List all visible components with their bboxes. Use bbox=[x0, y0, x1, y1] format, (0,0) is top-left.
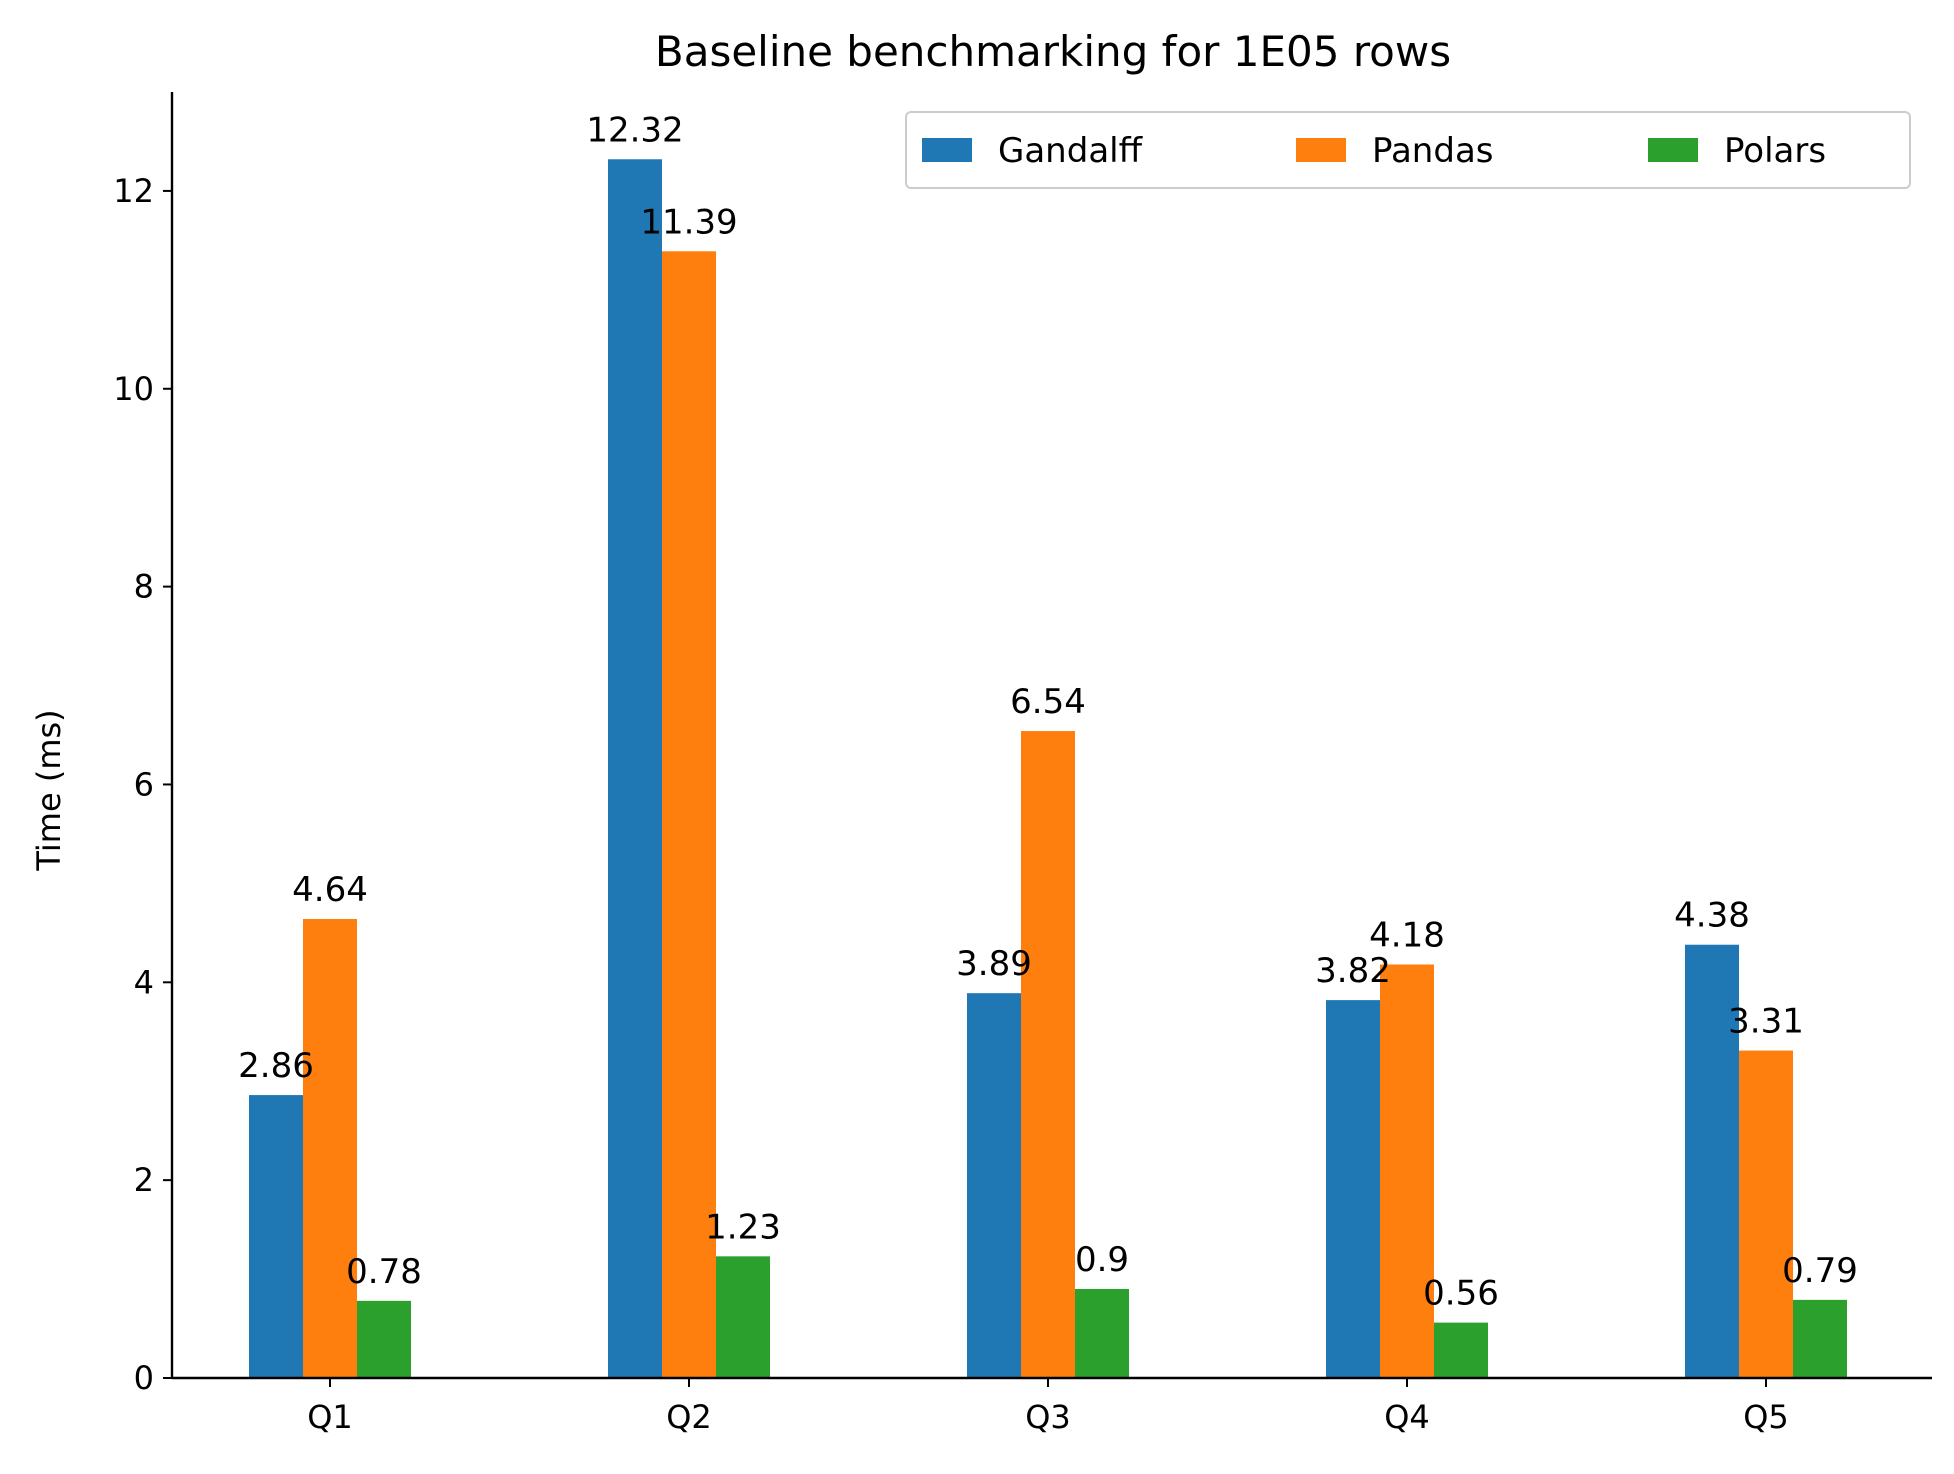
data-label-pandas-q5: 3.31 bbox=[1728, 1002, 1804, 1042]
legend-swatch-gandalff bbox=[922, 138, 972, 162]
bars-layer bbox=[249, 159, 1847, 1379]
legend-label-pandas: Pandas bbox=[1372, 131, 1494, 171]
bar-gandalff-q4 bbox=[1326, 1000, 1380, 1378]
y-tick-label: 4 bbox=[134, 963, 154, 1001]
y-tick-label: 2 bbox=[134, 1161, 154, 1199]
data-label-pandas-q2: 11.39 bbox=[640, 202, 737, 242]
bar-polars-q1 bbox=[357, 1300, 411, 1378]
x-tick-label-q3: Q3 bbox=[1025, 1398, 1071, 1436]
x-axis: Q1 Q2 Q3 Q4 Q5 bbox=[172, 1376, 1932, 1436]
bar-polars-q2 bbox=[716, 1256, 770, 1378]
x-tick-label-q4: Q4 bbox=[1384, 1398, 1430, 1436]
data-label-gandalff-q2: 12.32 bbox=[586, 110, 683, 150]
data-label-gandalff-q5: 4.38 bbox=[1674, 896, 1750, 936]
x-tick-label-q1: Q1 bbox=[307, 1398, 353, 1436]
bar-gandalff-q5 bbox=[1685, 944, 1739, 1378]
legend-swatch-pandas bbox=[1296, 138, 1346, 162]
y-tick-label: 6 bbox=[134, 765, 154, 803]
bar-pandas-q3 bbox=[1021, 731, 1075, 1378]
bar-pandas-q4 bbox=[1380, 964, 1434, 1378]
data-label-polars-q4: 0.56 bbox=[1423, 1274, 1499, 1314]
data-label-polars-q1: 0.78 bbox=[346, 1252, 422, 1292]
data-label-pandas-q4: 4.18 bbox=[1369, 916, 1445, 956]
data-labels-layer: 2.86 12.32 3.89 3.82 4.38 4.64 11.39 6.54 4.18 3.… bbox=[238, 110, 1858, 1313]
legend: Gandalff Pandas Polars bbox=[905, 111, 1911, 189]
bar-polars-q5 bbox=[1793, 1299, 1847, 1378]
x-tick-label-q5: Q5 bbox=[1743, 1398, 1789, 1436]
y-axis-label: Time (ms) bbox=[30, 709, 68, 871]
data-label-pandas-q1: 4.64 bbox=[292, 870, 368, 910]
data-label-gandalff-q1: 2.86 bbox=[238, 1046, 314, 1086]
bar-pandas-q5 bbox=[1739, 1050, 1793, 1378]
bar-gandalff-q3 bbox=[967, 993, 1021, 1378]
legend-label-gandalff: Gandalff bbox=[998, 131, 1144, 171]
data-label-gandalff-q3: 3.89 bbox=[956, 944, 1032, 984]
legend-swatch-polars bbox=[1648, 138, 1698, 162]
legend-label-polars: Polars bbox=[1724, 131, 1826, 171]
legend-box bbox=[905, 111, 1911, 189]
bar-pandas-q2 bbox=[662, 251, 716, 1379]
y-tick-label: 0 bbox=[134, 1359, 154, 1397]
bar-pandas-q1 bbox=[303, 918, 357, 1378]
y-tick-label: 10 bbox=[113, 370, 154, 408]
data-label-polars-q2: 1.23 bbox=[705, 1207, 781, 1247]
y-axis: 0 2 4 6 8 10 12 bbox=[113, 92, 174, 1397]
bar-polars-q4 bbox=[1434, 1322, 1488, 1378]
bar-gandalff-q2 bbox=[608, 159, 662, 1378]
data-label-gandalff-q4: 3.82 bbox=[1315, 951, 1391, 991]
x-tick-label-q2: Q2 bbox=[666, 1398, 712, 1436]
y-tick-label: 12 bbox=[113, 172, 154, 210]
data-label-pandas-q3: 6.54 bbox=[1010, 682, 1086, 722]
data-label-polars-q3: 0.9 bbox=[1075, 1240, 1129, 1280]
data-label-polars-q5: 0.79 bbox=[1782, 1251, 1858, 1291]
bar-gandalff-q1 bbox=[249, 1095, 303, 1378]
bar-polars-q3 bbox=[1075, 1288, 1129, 1378]
chart-title: Baseline benchmarking for 1E05 rows bbox=[655, 27, 1451, 76]
y-tick-label: 8 bbox=[134, 568, 154, 606]
